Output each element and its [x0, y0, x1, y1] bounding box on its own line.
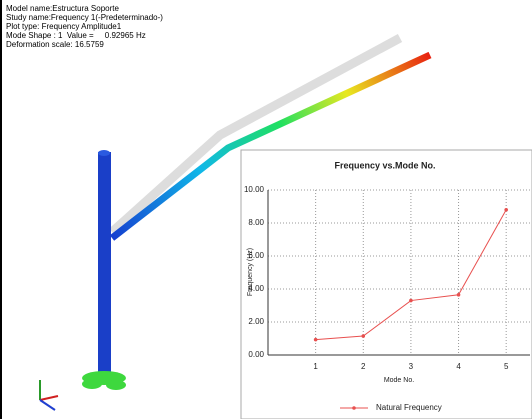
x-axis-label: Mode No.: [384, 377, 414, 384]
legend-marker: [352, 406, 356, 410]
y-tick-label: 6.00: [248, 251, 264, 260]
x-tick-label: 1: [313, 362, 318, 371]
info-line: Plot type: Frequency Amplitude1: [6, 22, 122, 31]
x-tick-label: 3: [409, 362, 414, 371]
point: [504, 208, 508, 212]
point: [409, 299, 413, 303]
x-tick-label: 5: [504, 362, 509, 371]
point: [314, 338, 318, 342]
edge: [0, 0, 2, 419]
x-tick-label: 2: [361, 362, 366, 371]
y-tick-label: 8.00: [248, 218, 264, 227]
info-line: Mode Shape : 1 Value = 0.92965 Hz: [6, 31, 146, 40]
pole-top: [98, 150, 110, 156]
y-tick-label: 4.00: [248, 284, 264, 293]
y-tick-label: 2.00: [248, 317, 264, 326]
chart-title: Frequency vs.Mode No.: [334, 160, 435, 170]
chart-panel: Frequency vs.Mode No. Mode No. Frequency…: [241, 150, 532, 419]
info-line: Deformation scale: 16.5759: [6, 40, 104, 49]
x-tick-label: 4: [456, 362, 461, 371]
point: [457, 293, 461, 297]
info-line: Model name:Estructura Soporte: [6, 4, 119, 13]
info-line: Study name:Frequency 1(-Predeterminado-): [6, 13, 163, 22]
point: [361, 334, 365, 338]
viewport: Model name:Estructura Soporte Study name…: [0, 0, 532, 419]
y-tick-label: 0.00: [248, 350, 264, 359]
legend-label: Natural Frequency: [376, 403, 442, 412]
pole: [98, 152, 111, 372]
y-tick-label: 10.00: [244, 185, 265, 194]
